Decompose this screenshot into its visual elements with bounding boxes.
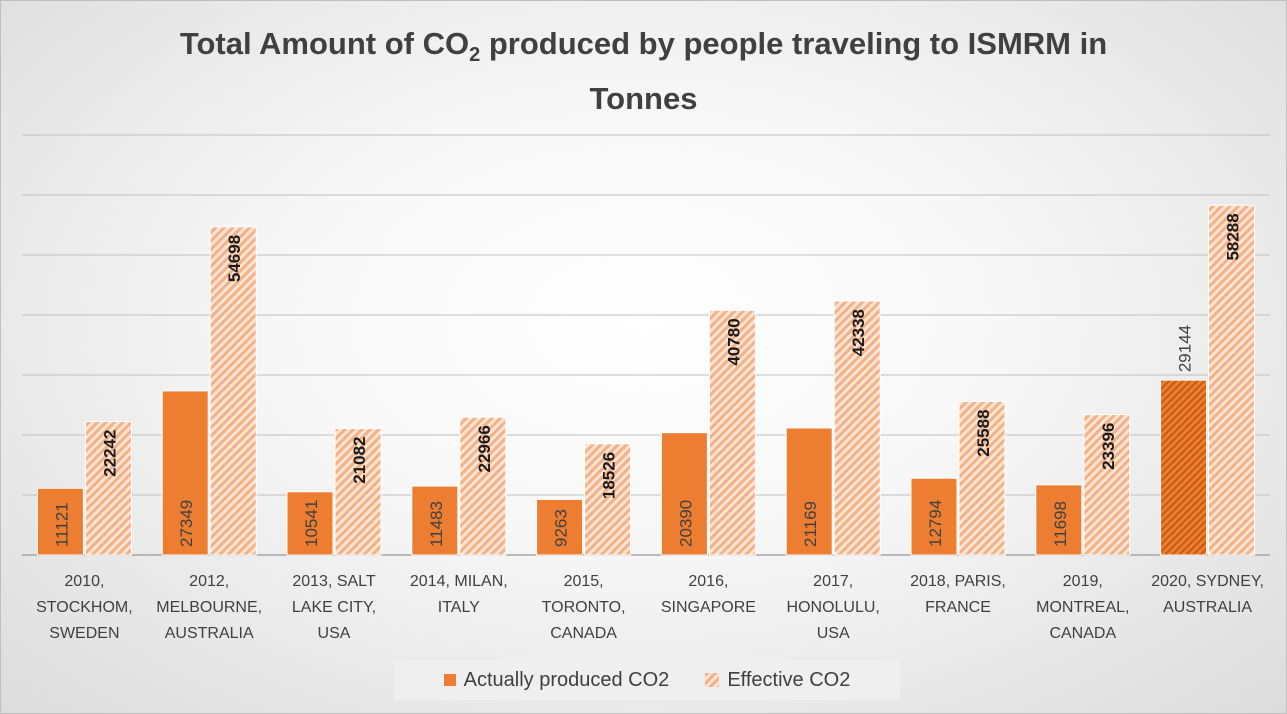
bar-actual	[161, 390, 209, 556]
data-label-effective: 21082	[350, 437, 369, 484]
bar-actual	[785, 427, 833, 556]
category-label: 2014, MILAN,	[410, 573, 508, 590]
category-label: AUSTRALIA	[1163, 599, 1252, 616]
category-label: USA	[318, 625, 351, 642]
category-label: STOCKHOM,	[36, 599, 133, 616]
data-label-actual: 29144	[1176, 325, 1195, 372]
category-label: USA	[817, 625, 850, 642]
bar-effective	[958, 400, 1006, 556]
bar-effective	[708, 309, 756, 556]
bar-effective	[1208, 204, 1256, 556]
category-label: MELBOURNE,	[156, 599, 262, 616]
bar-effective	[334, 428, 382, 556]
data-label-effective: 23396	[1099, 423, 1118, 470]
category-label: 2018, PARIS,	[910, 573, 1006, 590]
data-label-actual: 12794	[926, 500, 945, 547]
category-label: HONOLULU,	[787, 599, 880, 616]
category-label: 2015,	[564, 573, 604, 590]
bar-actual	[1035, 484, 1083, 556]
bar-actual	[36, 487, 84, 556]
data-label-actual: 9263	[552, 509, 571, 547]
category-label: SINGAPORE	[661, 599, 756, 616]
bar-effective	[209, 226, 257, 556]
data-label-actual: 11121	[52, 502, 71, 547]
data-label-effective: 22242	[100, 430, 119, 477]
data-label-effective: 25588	[974, 409, 993, 456]
legend-item-effective: Effective CO2	[705, 669, 850, 692]
category-label: 2012,	[189, 573, 229, 590]
data-label-actual: 11483	[427, 501, 446, 547]
bar-effective	[84, 421, 132, 556]
bar-actual	[286, 491, 334, 556]
bar-actual	[411, 485, 459, 556]
category-label: FRANCE	[925, 599, 991, 616]
category-label: 2019,	[1063, 573, 1103, 590]
bar-effective	[459, 416, 507, 556]
bar-effective	[584, 443, 632, 556]
category-label: AUSTRALIA	[165, 625, 254, 642]
category-label: ITALY	[438, 599, 480, 616]
category-label: SWEDEN	[49, 625, 119, 642]
category-label: 2013, SALT	[292, 573, 376, 590]
bar-effective	[833, 300, 881, 556]
data-label-actual: 10541	[302, 500, 321, 547]
data-label-effective: 58288	[1224, 213, 1243, 260]
category-label: 2010,	[64, 573, 104, 590]
data-label-effective: 54698	[225, 235, 244, 282]
data-label-actual: 11698	[1051, 501, 1070, 547]
data-label-actual: 27349	[177, 500, 196, 547]
bar-actual	[910, 477, 958, 556]
category-label: 2016,	[688, 573, 728, 590]
category-label: 2017,	[813, 573, 853, 590]
category-label: 2020, SYDNEY,	[1151, 573, 1264, 590]
category-label: LAKE CITY,	[292, 599, 376, 616]
chart-title: Total Amount of CO2 produced by people t…	[179, 26, 1108, 117]
data-label-effective: 40780	[724, 318, 743, 365]
category-label: CANADA	[1049, 625, 1116, 642]
bar-actual	[660, 432, 708, 556]
data-label-actual: 21169	[801, 501, 820, 547]
bar-actual	[536, 498, 584, 556]
bar-effective	[1083, 414, 1131, 556]
category-label: CANADA	[550, 625, 617, 642]
data-label-effective: 18526	[600, 452, 619, 499]
legend-label-effective: Effective CO2	[727, 668, 851, 691]
data-label-actual: 20390	[676, 500, 695, 547]
data-label-effective: 42338	[849, 309, 868, 356]
legend-label-actual: Actually produced CO2	[463, 668, 670, 691]
category-label: TORONTO,	[542, 599, 626, 616]
legend-swatch-effective	[705, 673, 720, 687]
legend: Actually produced CO2 Effective CO2	[394, 660, 900, 700]
bar-actual	[1160, 379, 1208, 556]
data-label-effective: 22966	[475, 425, 494, 472]
legend-swatch-actual	[443, 674, 456, 686]
legend-item-actual: Actually produced CO2	[443, 668, 670, 692]
category-label: MONTREAL,	[1036, 599, 1129, 616]
